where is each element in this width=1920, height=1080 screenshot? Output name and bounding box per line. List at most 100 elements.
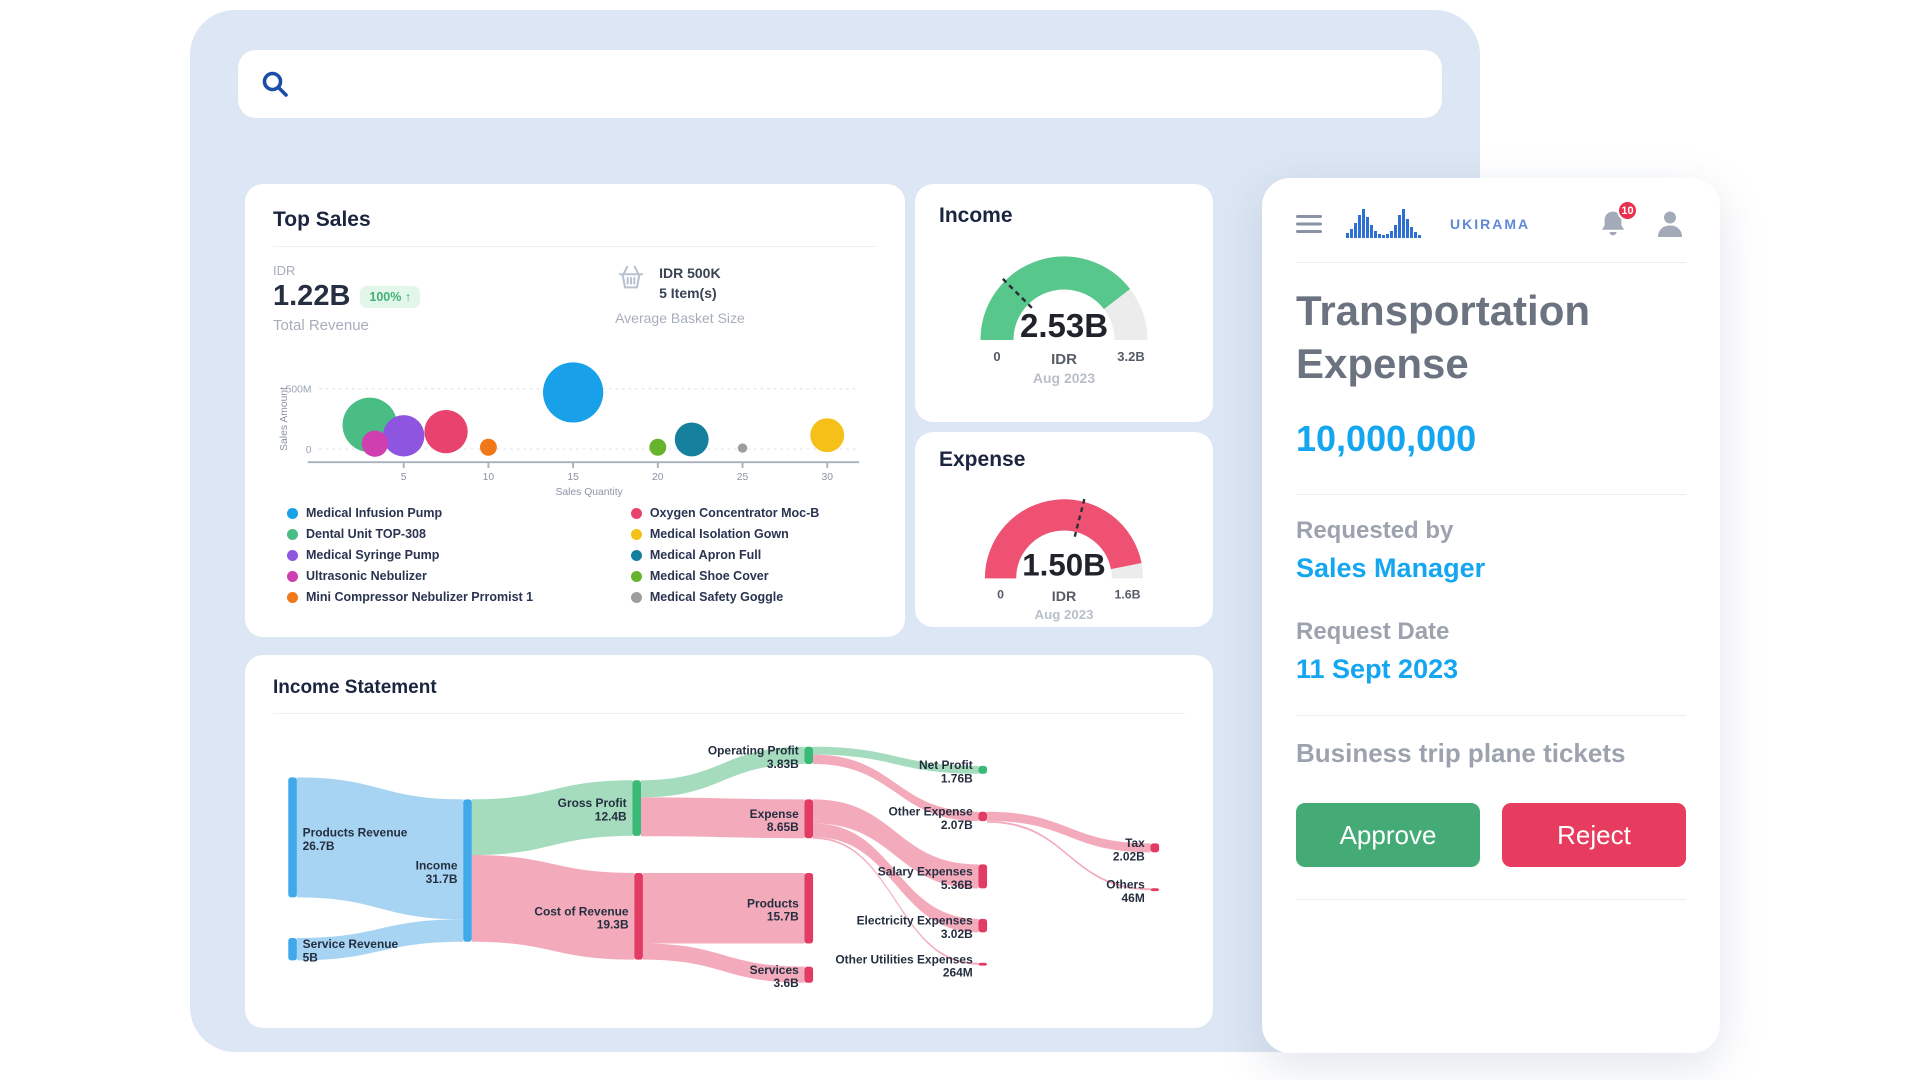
- total-revenue-kpi: IDR 1.22B 100% ↑ Total Revenue: [273, 263, 421, 334]
- basket-items: 5 Item(s): [659, 285, 717, 302]
- legend-dot: [630, 591, 642, 603]
- reject-button[interactable]: Reject: [1502, 803, 1686, 867]
- svg-text:2.02B: 2.02B: [1113, 849, 1145, 863]
- income-gauge-chart: 2.53B 0 3.2B IDR Aug 2023: [980, 256, 1148, 386]
- svg-text:IDR: IDR: [1052, 589, 1076, 605]
- search-bar[interactable]: [238, 50, 1442, 118]
- bubble-ultrasonic-nebulizer: [361, 430, 389, 457]
- legend-label: Dental Unit TOP-308: [306, 527, 426, 541]
- sankey-node-operating_profit: [804, 746, 814, 764]
- legend-dot: [287, 528, 298, 540]
- profile-button[interactable]: [1654, 208, 1686, 240]
- svg-text:1.6B: 1.6B: [1114, 587, 1140, 601]
- approve-button[interactable]: Approve: [1296, 803, 1480, 867]
- basket-icon: [615, 263, 647, 293]
- divider: [1296, 899, 1686, 900]
- svg-text:5: 5: [401, 472, 407, 483]
- svg-text:8.65B: 8.65B: [767, 820, 799, 834]
- top-sales-bubble-chart: 0 500M 5 10 15 20 25 30 Sales Quantity Sales Amou…: [279, 362, 860, 498]
- sankey-link-operating_profit-to-net_profit: [813, 746, 979, 774]
- basket-value: IDR 500K: [659, 265, 721, 281]
- svg-text:Products: Products: [747, 896, 799, 910]
- legend-item-medical-apron-full[interactable]: Medical Apron Full: [630, 548, 877, 562]
- svg-text:0: 0: [997, 587, 1004, 601]
- income-gauge-card: Income 2.53B 0 3.2B IDR Aug 2023: [915, 184, 1213, 422]
- divider: [1296, 494, 1686, 495]
- svg-text:IDR: IDR: [1051, 351, 1077, 368]
- svg-text:0: 0: [306, 445, 312, 456]
- svg-text:31.7B: 31.7B: [426, 872, 458, 886]
- legend-item-mini-compressor-nebulizer-prromist-1[interactable]: Mini Compressor Nebulizer Prromist 1: [287, 590, 591, 604]
- requested-by-block: Requested by Sales Manager: [1296, 517, 1686, 584]
- search-icon: [260, 69, 290, 99]
- legend-item-medical-isolation-gown[interactable]: Medical Isolation Gown: [630, 527, 877, 541]
- sankey-node-tax: [1150, 843, 1160, 853]
- requested-by-label: Requested by: [1296, 517, 1454, 544]
- ukirama-logo-icon: [1346, 209, 1421, 238]
- expense-title: Transportation Expense: [1296, 287, 1591, 387]
- svg-text:Electricity Expenses: Electricity Expenses: [857, 914, 973, 928]
- svg-text:Other Utilities Expenses: Other Utilities Expenses: [835, 952, 973, 966]
- legend-item-medical-shoe-cover[interactable]: Medical Shoe Cover: [630, 569, 877, 583]
- svg-text:46M: 46M: [1122, 891, 1145, 905]
- legend-label: Medical Isolation Gown: [649, 527, 789, 541]
- sankey-link-expense-to-electricity_expenses: [813, 823, 979, 933]
- request-date-block: Request Date 11 Sept 2023: [1296, 618, 1686, 685]
- legend-item-medical-infusion-pump[interactable]: Medical Infusion Pump: [287, 506, 591, 520]
- svg-text:Expense: Expense: [750, 807, 799, 821]
- sankey-node-others: [1150, 888, 1160, 892]
- basket-label: Average Basket Size: [615, 309, 745, 326]
- legend-dot: [287, 549, 298, 561]
- sankey-link-cost_of_revenue-to-services: [642, 943, 805, 983]
- legend-label: Medical Apron Full: [649, 548, 762, 562]
- svg-text:10: 10: [483, 472, 495, 483]
- avatar-icon: [1658, 211, 1682, 237]
- sankey-node-electricity_expenses: [978, 918, 988, 933]
- legend-item-medical-safety-goggle[interactable]: Medical Safety Goggle: [630, 590, 877, 604]
- sankey-link-products_revenue-to-income: [296, 777, 464, 920]
- sankey-node-products_revenue: [288, 777, 297, 898]
- divider: [1296, 715, 1686, 716]
- income-statement-card: Income Statement Products Revenue 26.7B Se…: [245, 655, 1213, 1028]
- sankey-link-gross_profit-to-operating_profit: [641, 746, 805, 798]
- sankey-link-operating_profit-to-other_expense: [813, 754, 979, 822]
- legend-label: Medical Infusion Pump: [306, 506, 443, 520]
- sankey-link-service_revenue-to-income: [296, 919, 464, 961]
- legend-item-ultrasonic-nebulizer[interactable]: Ultrasonic Nebulizer: [287, 569, 591, 583]
- sankey-node-other_expense: [978, 811, 988, 822]
- svg-text:Aug 2023: Aug 2023: [1033, 370, 1095, 386]
- divider: [273, 713, 1185, 714]
- svg-text:Net Profit: Net Profit: [919, 758, 973, 772]
- sankey-link-income-to-cost_of_revenue: [471, 855, 635, 960]
- legend-label: Ultrasonic Nebulizer: [306, 569, 427, 583]
- svg-text:3.83B: 3.83B: [767, 757, 799, 771]
- svg-text:0: 0: [993, 349, 1000, 364]
- notification-badge: 10: [1617, 200, 1638, 221]
- search-input[interactable]: [290, 50, 1420, 118]
- total-revenue-label: Total Revenue: [273, 317, 369, 334]
- sankey-link-cost_of_revenue-to-products: [642, 872, 805, 944]
- svg-text:Services: Services: [750, 963, 799, 977]
- legend-item-dental-unit-top-308[interactable]: Dental Unit TOP-308: [287, 527, 591, 541]
- legend-item-oxygen-concentrator-moc-b[interactable]: Oxygen Concentrator Moc-B: [630, 506, 877, 520]
- notifications-button[interactable]: 10: [1598, 200, 1638, 240]
- legend-dot: [287, 570, 298, 582]
- request-date-value: 11 Sept 2023: [1296, 654, 1459, 684]
- hamburger-menu-button[interactable]: [1296, 214, 1322, 234]
- top-sales-title: Top Sales: [273, 208, 371, 231]
- legend-dot: [287, 507, 298, 519]
- svg-text:12.4B: 12.4B: [595, 810, 627, 824]
- expense-gauge-title: Expense: [939, 448, 1026, 471]
- legend-dot: [287, 591, 298, 603]
- sankey-link-expense-to-other_utilities_expenses: [813, 836, 979, 965]
- svg-text:Tax: Tax: [1125, 836, 1145, 850]
- bubble-mini-compressor-nebulizer-prromist-1: [479, 438, 497, 456]
- legend-item-medical-syringe-pump[interactable]: Medical Syringe Pump: [287, 548, 591, 562]
- svg-text:Salary Expenses: Salary Expenses: [878, 864, 973, 878]
